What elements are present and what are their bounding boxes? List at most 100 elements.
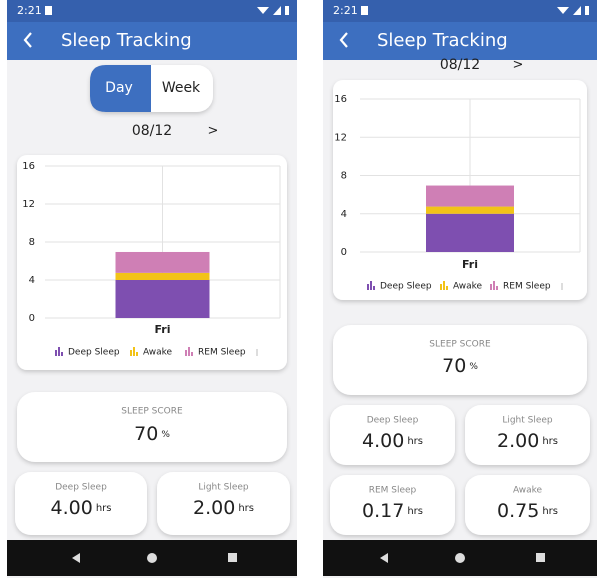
legend-label: Deep Sleep xyxy=(380,282,432,292)
date-label: 08/12 xyxy=(440,57,480,73)
stat-label: Deep Sleep xyxy=(367,416,419,426)
score-card xyxy=(17,392,287,462)
legend-swatch xyxy=(61,352,63,356)
nav-back[interactable] xyxy=(380,553,388,563)
legend-swatch xyxy=(58,347,60,356)
x-tick-label: Fri xyxy=(462,258,478,271)
back-button[interactable] xyxy=(23,32,32,48)
legend-label: Deep Sleep xyxy=(68,348,120,358)
legend-swatch xyxy=(440,284,442,290)
score-unit: % xyxy=(469,362,478,372)
header-title: Sleep Tracking xyxy=(61,30,192,51)
legend-swatch xyxy=(130,350,132,356)
bar-segment xyxy=(115,272,210,280)
legend-swatch xyxy=(188,347,190,356)
bar-segment xyxy=(426,213,514,252)
legend-swatch xyxy=(443,281,445,290)
stat-unit: hrs xyxy=(542,436,558,447)
stat-value: 0.75 hrs xyxy=(497,500,558,522)
stat-value: 4.00 hrs xyxy=(51,497,112,519)
stat-value: 4.00 hrs xyxy=(362,430,423,452)
legend-label: Awake xyxy=(143,348,173,358)
legend-swatch xyxy=(136,352,138,356)
legend-label: REM Sleep xyxy=(198,348,246,358)
score-value: 70% xyxy=(442,355,478,377)
bar-segment xyxy=(426,206,514,214)
tab-week-label: Week xyxy=(162,80,201,96)
status-bar xyxy=(7,0,297,22)
nav-home[interactable] xyxy=(455,553,465,563)
stat-label: Light Sleep xyxy=(198,483,249,493)
legend-swatch xyxy=(490,284,492,290)
stat-value: 2.00 hrs xyxy=(193,497,254,519)
stat-card xyxy=(330,475,455,535)
stat-card xyxy=(465,475,590,535)
status-time: 2:21 xyxy=(17,4,42,17)
stat-number: 2.00 xyxy=(193,497,235,519)
legend-swatch xyxy=(493,281,495,290)
bar-segment xyxy=(115,251,210,273)
tab-day[interactable] xyxy=(90,65,151,112)
signal-icons xyxy=(257,6,289,15)
tab-day-label: Day xyxy=(105,80,133,96)
stat-card xyxy=(330,405,455,465)
stat-number: 0.17 xyxy=(362,500,404,522)
stat-label: Light Sleep xyxy=(502,416,553,426)
stat-unit: hrs xyxy=(238,503,254,514)
y-tick-label: 8 xyxy=(341,171,347,182)
nav-recents[interactable] xyxy=(536,553,545,562)
score-card xyxy=(333,325,587,395)
y-tick-label: 12 xyxy=(334,132,347,143)
stat-number: 4.00 xyxy=(51,497,93,519)
status-icon xyxy=(45,6,52,15)
stat-unit: hrs xyxy=(407,436,423,447)
legend-swatch xyxy=(133,347,135,356)
stat-number: 0.75 xyxy=(497,500,539,522)
legend-swatch xyxy=(496,286,498,290)
legend-label: REM Sleep xyxy=(503,282,551,292)
stat-unit: hrs xyxy=(96,503,112,514)
next-button[interactable]: > xyxy=(208,124,219,139)
stat-unit: hrs xyxy=(542,506,558,517)
score-value: 70% xyxy=(134,423,170,445)
bar-segment xyxy=(426,185,514,207)
legend-swatch xyxy=(55,350,57,356)
legend-swatch xyxy=(446,286,448,290)
stat-number: 2.00 xyxy=(497,430,539,452)
back-button[interactable] xyxy=(339,32,348,48)
legend-label: Awake xyxy=(453,282,483,292)
legend-swatch xyxy=(373,286,375,290)
stat-value: 2.00 hrs xyxy=(497,430,558,452)
x-tick-label: Fri xyxy=(154,323,170,336)
next-button[interactable]: > xyxy=(513,58,524,73)
stat-card xyxy=(465,405,590,465)
score-label: SLEEP SCORE xyxy=(429,340,491,350)
y-tick-label: 4 xyxy=(341,209,347,220)
signal-icons xyxy=(557,6,589,15)
score-label: SLEEP SCORE xyxy=(121,407,183,417)
y-tick-label: 16 xyxy=(334,94,347,105)
stat-label: Awake xyxy=(513,486,543,496)
status-icon xyxy=(361,6,368,15)
score-number: 70 xyxy=(442,355,466,377)
stat-value: 0.17 hrs xyxy=(362,500,423,522)
header-title: Sleep Tracking xyxy=(377,30,508,51)
stat-card xyxy=(15,472,147,535)
legend-swatch xyxy=(370,281,372,290)
status-time: 2:21 xyxy=(333,4,358,17)
nav-recents[interactable] xyxy=(228,553,237,562)
legend-swatch xyxy=(191,352,193,356)
legend-swatch xyxy=(367,284,369,290)
nav-home[interactable] xyxy=(147,553,157,563)
y-tick-label: 12 xyxy=(22,199,35,210)
legend-swatch xyxy=(185,350,187,356)
y-tick-label: 4 xyxy=(29,275,35,286)
nav-back[interactable] xyxy=(72,553,80,563)
y-tick-label: 0 xyxy=(341,247,347,258)
app-header xyxy=(323,22,597,60)
score-unit: % xyxy=(161,430,170,440)
date-label: 08/12 xyxy=(132,123,172,139)
stat-label: Deep Sleep xyxy=(55,483,107,493)
y-tick-label: 0 xyxy=(29,313,35,324)
y-tick-label: 8 xyxy=(29,237,35,248)
